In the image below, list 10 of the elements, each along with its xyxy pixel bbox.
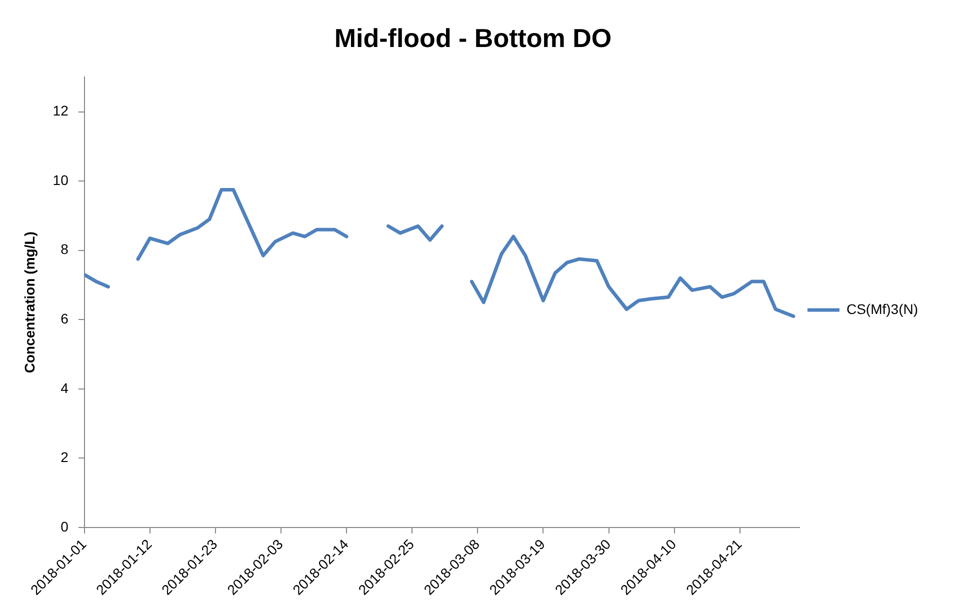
y-tick-label: 4 — [60, 380, 69, 396]
y-tick-label: 2 — [60, 449, 69, 466]
y-tick-label: 10 — [52, 172, 69, 188]
y-tick-label: 6 — [60, 310, 69, 327]
y-tick-label: 8 — [60, 241, 69, 258]
chart-title: Mid-flood - Bottom DO — [334, 22, 612, 53]
legend-label: CS(Mf)3(N) — [846, 300, 918, 317]
y-axis-title: Concentration (mg/L) — [21, 232, 38, 374]
y-tick-label: 12 — [52, 102, 69, 119]
y-tick-label: 0 — [60, 518, 69, 534]
